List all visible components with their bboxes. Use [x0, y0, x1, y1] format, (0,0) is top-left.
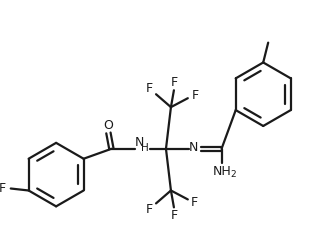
Text: NH: NH — [213, 165, 232, 178]
Text: F: F — [145, 203, 153, 216]
Text: F: F — [192, 89, 199, 102]
Text: F: F — [0, 182, 6, 195]
Text: F: F — [170, 76, 177, 89]
Text: F: F — [191, 196, 198, 209]
Text: F: F — [170, 209, 177, 222]
Text: 2: 2 — [231, 170, 236, 179]
Text: H: H — [141, 143, 149, 153]
Text: O: O — [104, 120, 114, 132]
Text: F: F — [145, 82, 153, 95]
Text: N: N — [189, 141, 198, 154]
Text: N: N — [135, 136, 144, 149]
